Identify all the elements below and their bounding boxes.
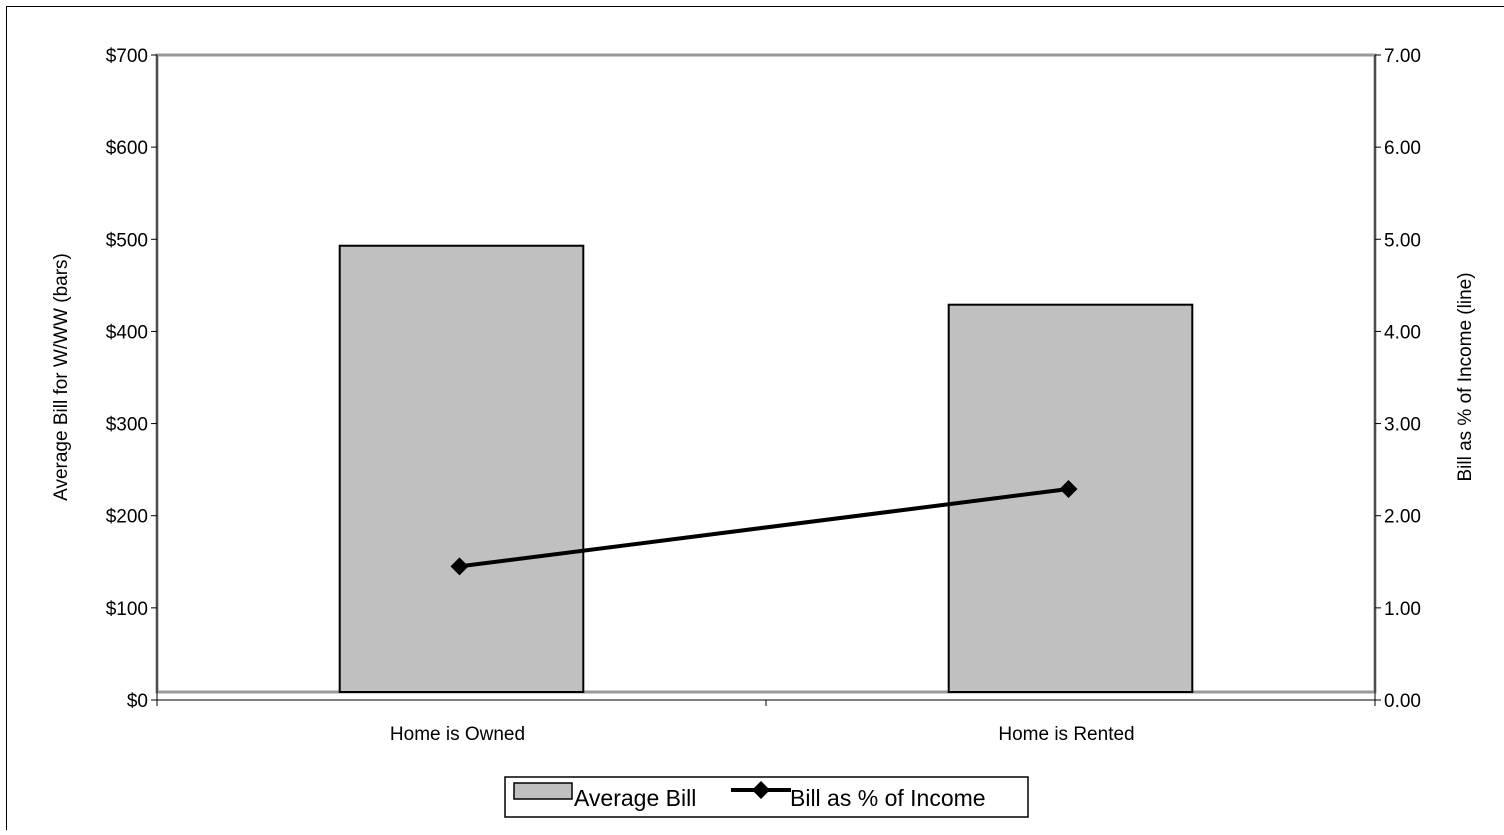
y2-tick-label: 1.00	[1384, 599, 1421, 620]
y2-tick-label: 0.00	[1384, 691, 1421, 712]
x-tick-label: Home is Rented	[998, 724, 1134, 745]
y2-tick-label: 6.00	[1384, 138, 1421, 159]
legend-bar-swatch	[514, 783, 572, 799]
x-tick-label: Home is Owned	[390, 724, 525, 745]
y-tick-label: $0	[127, 691, 148, 712]
y-tick-label: $100	[106, 599, 148, 620]
y-tick-label: $500	[106, 230, 148, 251]
y-tick-label: $200	[106, 507, 148, 528]
legend: Average Bill Bill as % of Income	[505, 777, 1028, 817]
y2-tick-label: 3.00	[1384, 415, 1421, 436]
y-tick-label: $400	[106, 322, 148, 343]
y2-axis-title: Bill as % of Income (line)	[1455, 272, 1476, 481]
y-axis-title: Average Bill for W/WW (bars)	[51, 253, 72, 501]
y-tick-label: $600	[106, 138, 148, 159]
bar-average-bill-0	[340, 246, 584, 692]
y2-tick-label: 2.00	[1384, 507, 1421, 528]
y2-tick-label: 5.00	[1384, 230, 1421, 251]
y-tick-label: $700	[106, 46, 148, 67]
y-tick-label: $300	[106, 415, 148, 436]
y2-tick-label: 4.00	[1384, 322, 1421, 343]
legend-label-average-bill: Average Bill	[574, 785, 696, 811]
legend-label-bill-pct-income: Bill as % of Income	[790, 785, 986, 811]
y2-tick-label: 7.00	[1384, 46, 1421, 67]
